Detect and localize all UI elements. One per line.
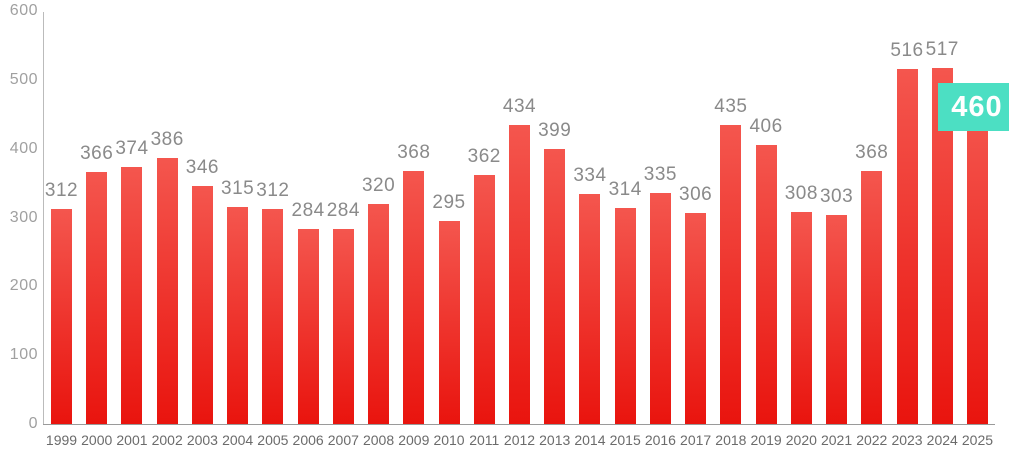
bar [685, 213, 707, 424]
bar [755, 144, 777, 424]
x-tick-label: 2022 [856, 432, 888, 448]
bar [826, 215, 848, 424]
y-axis-line [43, 12, 44, 424]
bar-value-label: 346 [185, 156, 219, 178]
bar [544, 149, 566, 424]
bar-value-label: 312 [44, 180, 79, 202]
x-tick-label: 2007 [327, 432, 359, 448]
bar-value-label: 362 [467, 145, 501, 167]
bar [403, 170, 425, 424]
bar [86, 172, 108, 424]
bar-value-label: 308 [784, 182, 818, 204]
bar-value-label: 399 [538, 120, 572, 142]
bar [368, 203, 390, 424]
x-axis-line [43, 424, 995, 425]
bar [262, 209, 284, 424]
bar [297, 228, 319, 424]
x-tick-label: 2014 [574, 432, 606, 448]
bar [966, 107, 988, 424]
bar-value-label: 516 [890, 39, 924, 61]
bar [191, 185, 213, 424]
x-tick-label: 2005 [257, 432, 289, 448]
bar [790, 211, 812, 424]
bar [121, 166, 143, 424]
value-badge: 460 [937, 83, 1009, 132]
bar-value-label: 284 [326, 199, 360, 221]
x-tick-label: 2024 [926, 432, 958, 448]
bar-value-label: 368 [855, 141, 889, 163]
x-tick-label: 2003 [186, 432, 218, 448]
bar-value-label: 314 [608, 178, 642, 200]
x-tick-label: 2016 [644, 432, 676, 448]
bar-value-label: 306 [679, 184, 713, 206]
y-tick-label: 200 [9, 277, 38, 295]
bar-value-label: 406 [749, 115, 783, 137]
bar-value-label: 386 [150, 129, 184, 151]
bar [473, 174, 495, 424]
y-tick-label: 600 [9, 2, 38, 19]
bar-value-label: 284 [291, 199, 325, 221]
bar-value-label: 334 [573, 165, 607, 187]
bar [438, 220, 460, 424]
bar [156, 158, 178, 424]
bar-value-label: 517 [925, 39, 959, 61]
x-tick-label: 2019 [750, 432, 782, 448]
x-tick-label: 2017 [680, 432, 712, 448]
bar-value-label: 320 [361, 174, 396, 196]
bar [332, 228, 354, 424]
bar [579, 194, 601, 424]
y-tick-label: 500 [9, 70, 38, 88]
bar [720, 124, 742, 424]
bar [861, 170, 883, 424]
x-tick-label: 1999 [45, 432, 78, 448]
x-tick-label: 2008 [362, 432, 395, 448]
bar [227, 207, 249, 424]
x-tick-label: 2001 [116, 432, 148, 448]
x-tick-label: 2013 [539, 432, 571, 448]
x-tick-label: 2023 [891, 432, 923, 448]
y-tick-label: 400 [9, 139, 38, 157]
x-tick-label: 2002 [151, 432, 183, 448]
y-tick-label: 0 [28, 415, 38, 432]
x-tick-label: 2000 [81, 432, 113, 448]
bar-value-label: 303 [819, 186, 854, 208]
bar [896, 68, 918, 424]
bar-value-label: 374 [115, 137, 149, 159]
bar [51, 209, 72, 424]
y-tick-label: 100 [9, 346, 38, 364]
x-tick-label: 2006 [292, 432, 324, 448]
bar-value-label: 435 [714, 95, 748, 117]
x-tick-label: 2010 [433, 432, 465, 448]
bar-value-label: 335 [643, 164, 677, 186]
x-tick-label: 2015 [609, 432, 641, 448]
bar-value-label: 315 [221, 178, 255, 200]
bar-value-label: 312 [256, 180, 290, 202]
x-tick-label: 2011 [469, 432, 500, 448]
y-tick-label: 300 [9, 208, 38, 226]
x-tick-label: 2020 [785, 432, 817, 448]
bar [614, 207, 636, 424]
x-tick-label: 2025 [961, 432, 994, 448]
x-tick-label: 2004 [222, 432, 254, 448]
x-tick-label: 2009 [398, 432, 430, 448]
bar [508, 125, 530, 424]
bar-value-label: 366 [80, 143, 114, 165]
bar-value-label: 434 [502, 96, 537, 118]
bar-value-label: 368 [397, 141, 431, 163]
bar [931, 68, 953, 424]
bar [649, 193, 671, 424]
x-tick-label: 2021 [820, 432, 853, 448]
bar-value-label: 295 [432, 191, 466, 213]
x-tick-label: 2012 [503, 432, 536, 448]
x-tick-label: 2018 [715, 432, 747, 448]
